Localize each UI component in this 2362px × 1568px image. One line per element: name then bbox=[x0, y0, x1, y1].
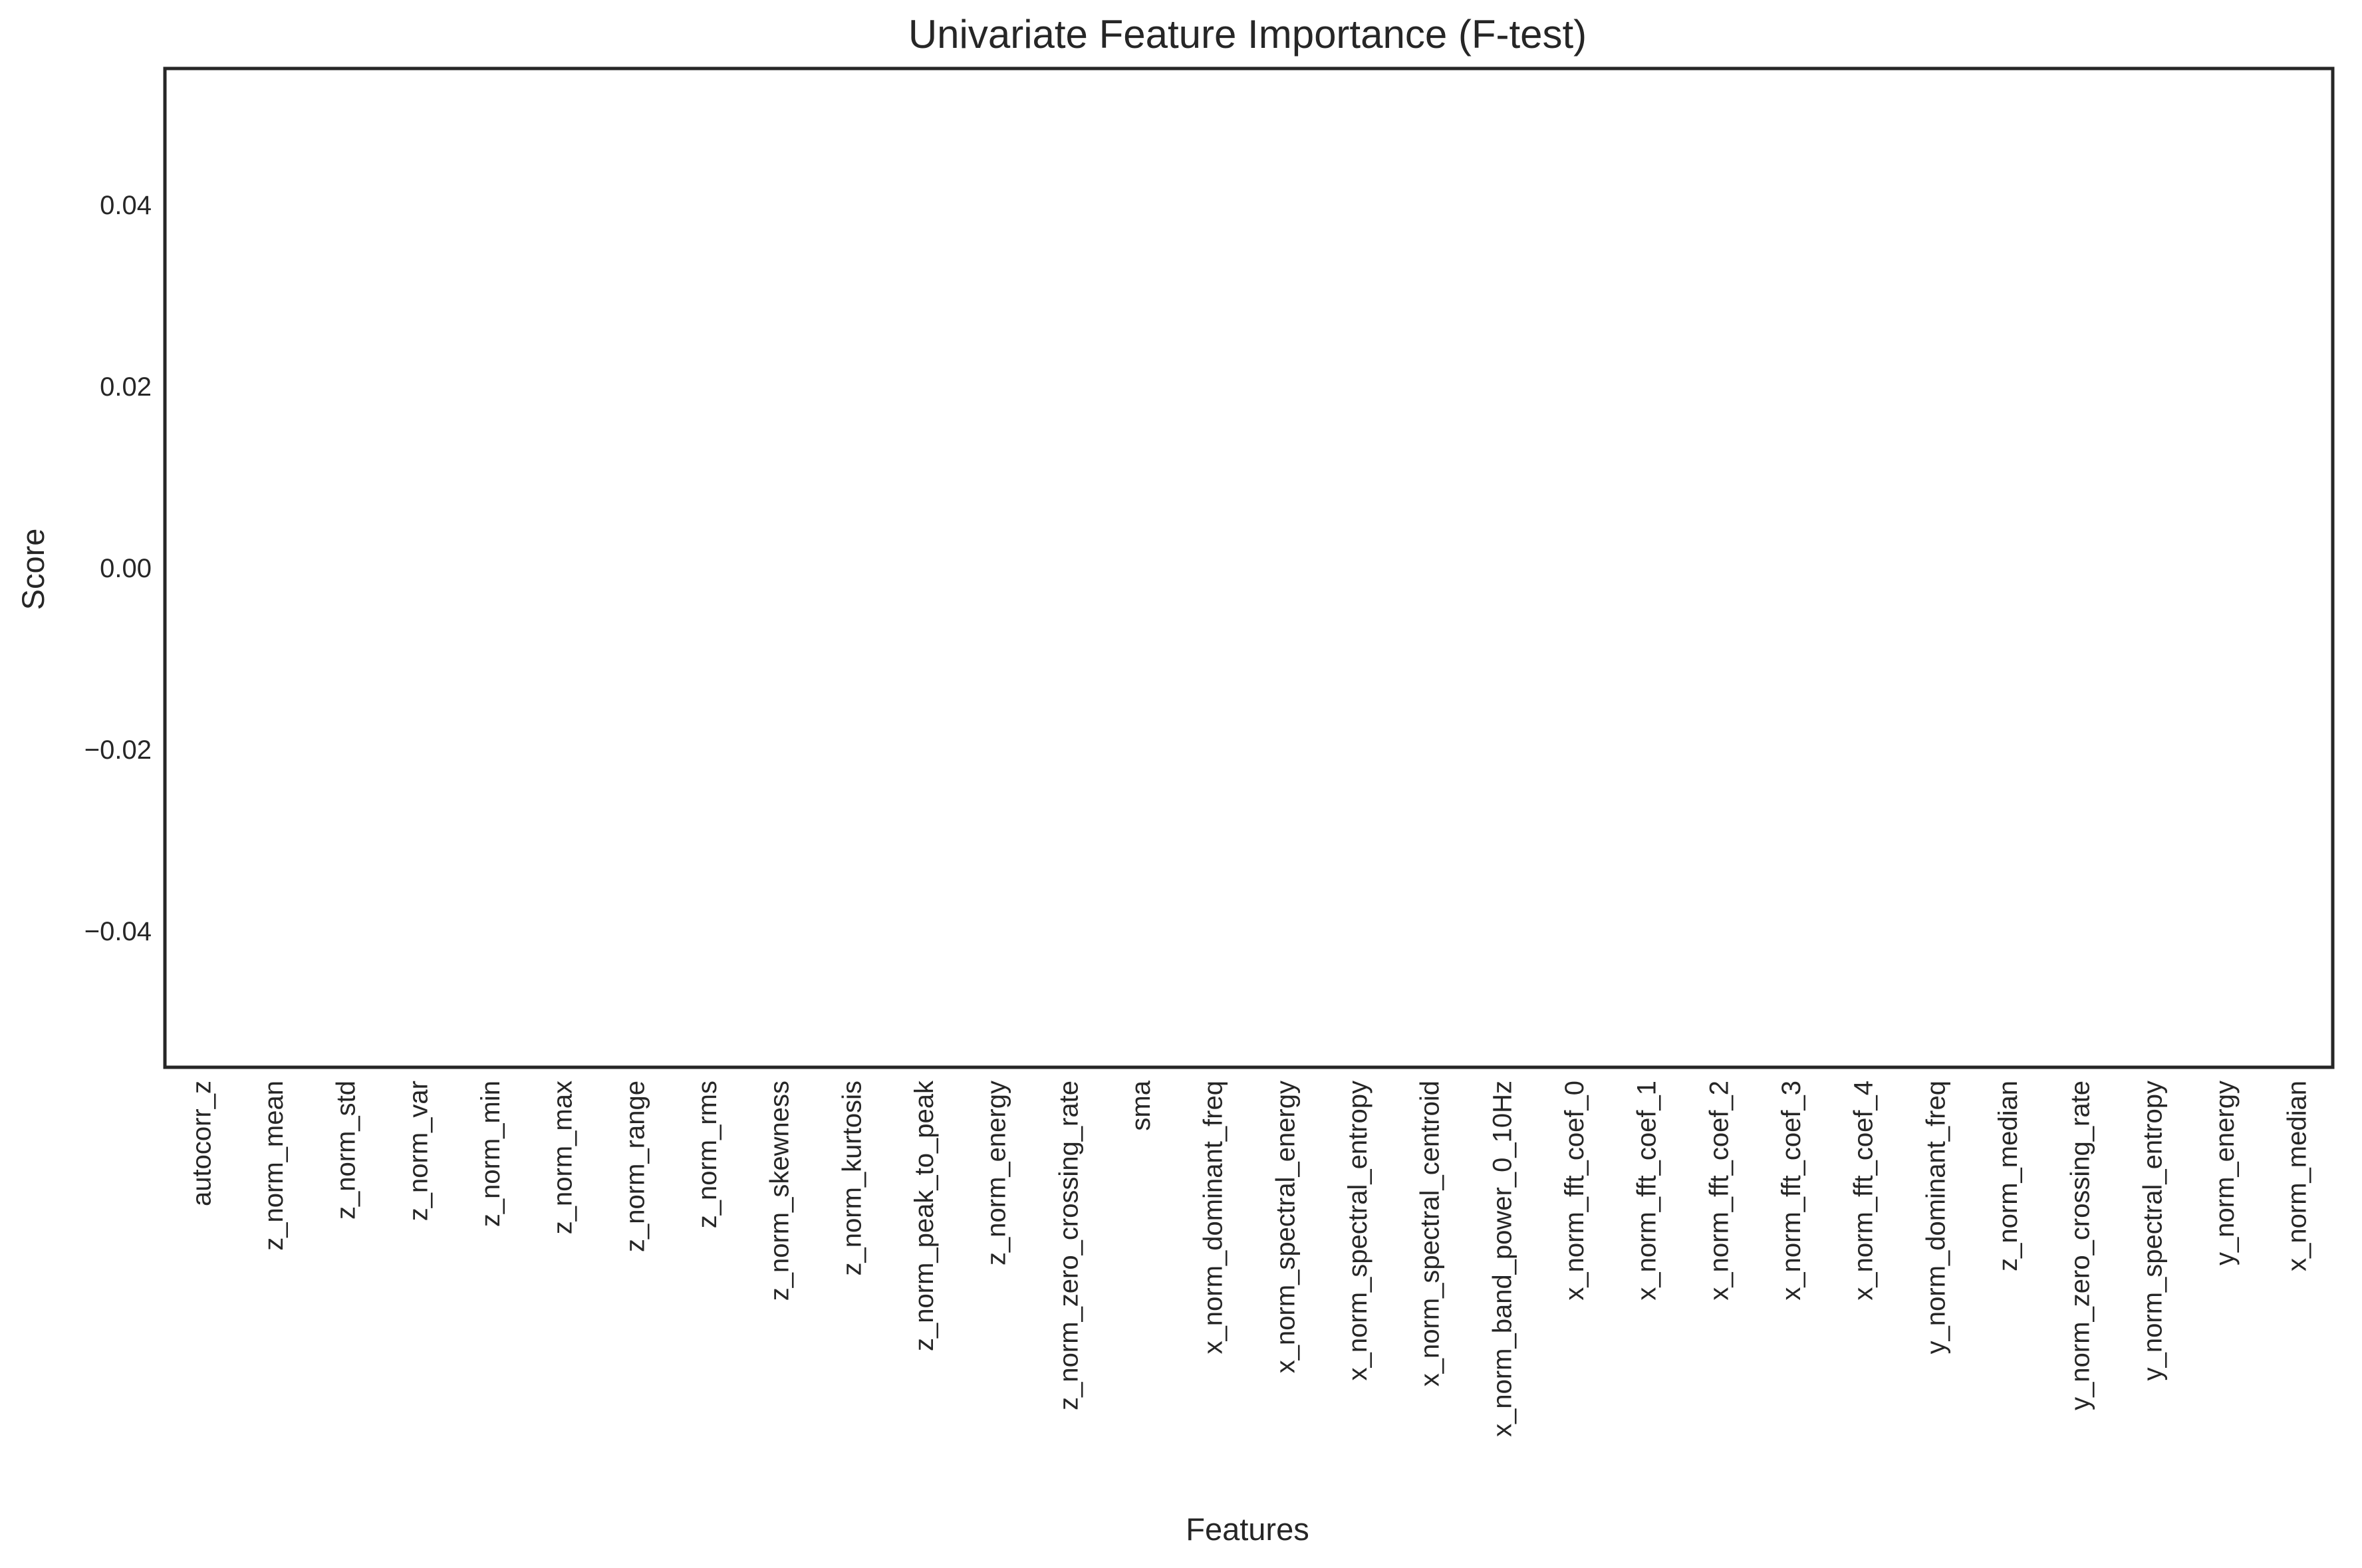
x-tick-label: x_norm_fft_coef_0 bbox=[1560, 1081, 1589, 1301]
x-tick-label: z_norm_zero_crossing_rate bbox=[1054, 1081, 1083, 1410]
x-tick-label: x_norm_spectral_centroid bbox=[1416, 1081, 1445, 1386]
y-tick-label: 0.02 bbox=[100, 372, 152, 402]
x-tick-label: z_norm_max bbox=[549, 1081, 578, 1234]
x-tick-label: z_norm_rms bbox=[693, 1081, 722, 1228]
x-tick-label: z_norm_var bbox=[404, 1081, 433, 1221]
x-axis-label: Features bbox=[1186, 1511, 1309, 1547]
x-tick-label: x_norm_median bbox=[2283, 1081, 2312, 1271]
x-tick-label: z_norm_skewness bbox=[765, 1081, 795, 1301]
x-tick-label: x_norm_fft_coef_3 bbox=[1777, 1081, 1806, 1301]
y-tick-label: 0.00 bbox=[100, 554, 152, 583]
x-axis-ticks: autocorr_z z_norm_mean z_norm_std z_norm_va… bbox=[187, 1080, 2311, 1437]
x-tick-label: z_norm_std bbox=[332, 1081, 361, 1220]
x-tick-label: z_norm_energy bbox=[982, 1081, 1011, 1265]
x-tick-label: x_norm_band_power_0_10Hz bbox=[1488, 1081, 1517, 1437]
x-tick-label: x_norm_dominant_freq bbox=[1199, 1081, 1228, 1354]
x-tick-label: z_norm_kurtosis bbox=[837, 1081, 866, 1275]
y-tick-label: 0.04 bbox=[100, 191, 152, 220]
x-tick-label: autocorr_z bbox=[187, 1081, 216, 1206]
y-tick-label: −0.02 bbox=[84, 735, 152, 765]
x-tick-label: z_norm_median bbox=[1994, 1081, 2023, 1271]
x-tick-label: x_norm_fft_coef_2 bbox=[1704, 1081, 1734, 1301]
x-tick-label: z_norm_range bbox=[620, 1081, 650, 1252]
y-axis-label: Score bbox=[15, 529, 51, 610]
chart-title: Univariate Feature Importance (F-test) bbox=[908, 12, 1587, 57]
x-tick-label: y_norm_energy bbox=[2210, 1081, 2240, 1265]
x-tick-label: y_norm_zero_crossing_rate bbox=[2066, 1081, 2095, 1410]
y-axis-ticks: −0.04 −0.02 0.00 0.02 0.04 bbox=[84, 191, 152, 946]
plot-frame bbox=[163, 66, 2335, 1069]
y-tick-label: −0.04 bbox=[84, 917, 152, 946]
x-tick-label: x_norm_spectral_energy bbox=[1271, 1081, 1300, 1373]
x-tick-label: y_norm_spectral_entropy bbox=[2138, 1081, 2167, 1380]
x-tick-label: x_norm_fft_coef_4 bbox=[1849, 1081, 1879, 1301]
x-tick-label: z_norm_mean bbox=[259, 1081, 289, 1251]
x-tick-label: z_norm_min bbox=[476, 1081, 505, 1227]
x-tick-label: sma bbox=[1126, 1080, 1156, 1130]
x-tick-label: z_norm_peak_to_peak bbox=[910, 1080, 939, 1351]
x-tick-label: x_norm_spectral_entropy bbox=[1343, 1081, 1373, 1380]
x-tick-label: y_norm_dominant_freq bbox=[1921, 1081, 1950, 1354]
x-tick-label: x_norm_fft_coef_1 bbox=[1633, 1081, 1662, 1301]
